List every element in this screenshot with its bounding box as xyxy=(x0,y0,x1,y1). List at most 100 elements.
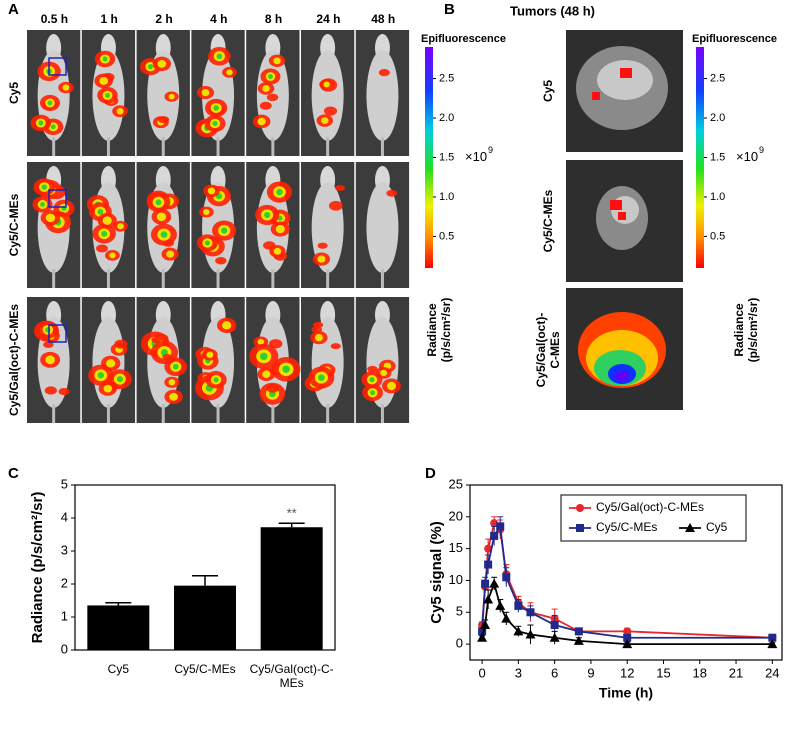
y-tick-label: 5 xyxy=(61,476,68,491)
signal-blob xyxy=(328,200,343,211)
y-tick-label: 5 xyxy=(456,604,463,619)
y-axis-label: Radiance (p/s/cm²/sr) xyxy=(29,492,46,644)
data-point xyxy=(501,613,512,623)
x-tick-label: 24 xyxy=(765,665,779,680)
x-tick-label: 9 xyxy=(587,665,594,680)
data-point xyxy=(495,600,506,610)
signal-blob xyxy=(370,390,376,396)
bar xyxy=(174,585,236,650)
data-point xyxy=(550,621,559,629)
time-label: 0.5 h xyxy=(41,12,68,26)
colorbar-tick-label: 1.0 xyxy=(439,191,454,203)
colorbar-unit: (p/s/cm²/sr) xyxy=(746,298,760,363)
data-point xyxy=(768,633,777,642)
time-label: 48 h xyxy=(371,12,395,26)
signal-blob xyxy=(312,321,324,329)
signal-blob xyxy=(106,359,116,368)
bar xyxy=(260,527,323,650)
colorbar-exponent: 9 xyxy=(759,145,764,155)
signal-blob xyxy=(160,231,168,238)
legend-marker xyxy=(576,504,584,512)
signal-blob xyxy=(323,81,330,88)
signal-blob xyxy=(201,88,210,97)
signal-blob xyxy=(97,208,104,215)
signal-blob xyxy=(166,250,175,258)
signal-blob xyxy=(62,84,70,91)
signal-blob xyxy=(96,244,108,253)
roi-box xyxy=(48,57,67,76)
y-axis-label: Cy5 signal (%) xyxy=(428,521,445,624)
signal-blob xyxy=(275,224,285,234)
signal-blob xyxy=(386,189,398,197)
data-point xyxy=(574,627,583,636)
signal-blob xyxy=(263,241,276,250)
signal-blob xyxy=(273,57,281,65)
signal-blob xyxy=(276,188,283,196)
signal-blob xyxy=(50,124,56,130)
data-point xyxy=(490,519,499,528)
colorbar-tick-label: 2.5 xyxy=(439,72,454,84)
signal-blob xyxy=(282,365,290,373)
signal-blob xyxy=(45,213,56,223)
legend-marker xyxy=(685,523,695,532)
signal-blob xyxy=(259,101,272,110)
colorbar-title: Epifluorescence xyxy=(421,33,506,45)
panel-title: Tumors (48 h) xyxy=(510,3,595,18)
data-point xyxy=(496,522,505,531)
data-point xyxy=(484,560,493,569)
signal-blob xyxy=(212,120,218,127)
signal-blob xyxy=(58,387,70,396)
signal-blob xyxy=(268,74,273,79)
signal-blob xyxy=(317,242,328,249)
signal-blob xyxy=(314,333,323,342)
signal-blob xyxy=(216,53,223,60)
signal-blob xyxy=(592,92,600,100)
signal-blob xyxy=(155,199,162,206)
data-point xyxy=(477,632,488,642)
legend-box xyxy=(560,494,747,542)
colorbar-tick-label: 1.5 xyxy=(710,151,725,163)
colorbar-tick-label: 1.5 xyxy=(439,151,454,163)
signal-blob xyxy=(257,338,265,345)
data-point xyxy=(573,635,584,645)
colorbar-tick-label: 1.0 xyxy=(710,191,725,203)
data-point xyxy=(767,639,778,649)
colorbar-tick-label: 2.0 xyxy=(439,112,454,124)
data-point xyxy=(526,608,535,617)
signal-blob xyxy=(116,376,123,383)
signal-blob xyxy=(222,321,232,330)
signal-blob xyxy=(610,200,622,210)
mouse-body xyxy=(366,50,399,141)
y-tick-label: 10 xyxy=(449,572,463,587)
x-tick-label: Cy5/Gal(oct)-C-MEs xyxy=(249,662,334,690)
signal-blob xyxy=(367,365,378,373)
signal-blob xyxy=(117,223,124,230)
series-line xyxy=(481,580,773,645)
data-point xyxy=(623,627,632,636)
colorbar-exponent: 9 xyxy=(488,145,493,155)
signal-blob xyxy=(116,108,124,115)
colorbar-unit: Radiance xyxy=(425,303,439,357)
x-tick-label: 0 xyxy=(478,665,485,680)
data-point xyxy=(622,639,633,649)
signal-blob xyxy=(156,212,167,222)
signal-blob xyxy=(273,247,282,255)
signal-blob xyxy=(105,92,111,98)
colorbar-tick-label: 0.5 xyxy=(710,230,725,242)
y-tick-label: 2 xyxy=(61,575,68,590)
signal-blob xyxy=(262,370,271,378)
x-tick-label: Cy5 xyxy=(107,662,129,676)
tumor xyxy=(597,60,653,100)
time-label: 1 h xyxy=(101,12,118,26)
signal-blob xyxy=(317,255,326,263)
signal-blob xyxy=(207,187,216,195)
signal-blob xyxy=(386,381,396,391)
signal-blob xyxy=(330,343,341,350)
data-point xyxy=(623,633,632,642)
x-tick-label: Cy5/C-MEs xyxy=(174,662,236,676)
signal-blob xyxy=(40,202,45,207)
colorbar-tick-label: 2.0 xyxy=(710,112,725,124)
signal-blob xyxy=(97,372,104,379)
signal-blob xyxy=(168,93,175,100)
y-tick-label: 0 xyxy=(456,636,463,651)
